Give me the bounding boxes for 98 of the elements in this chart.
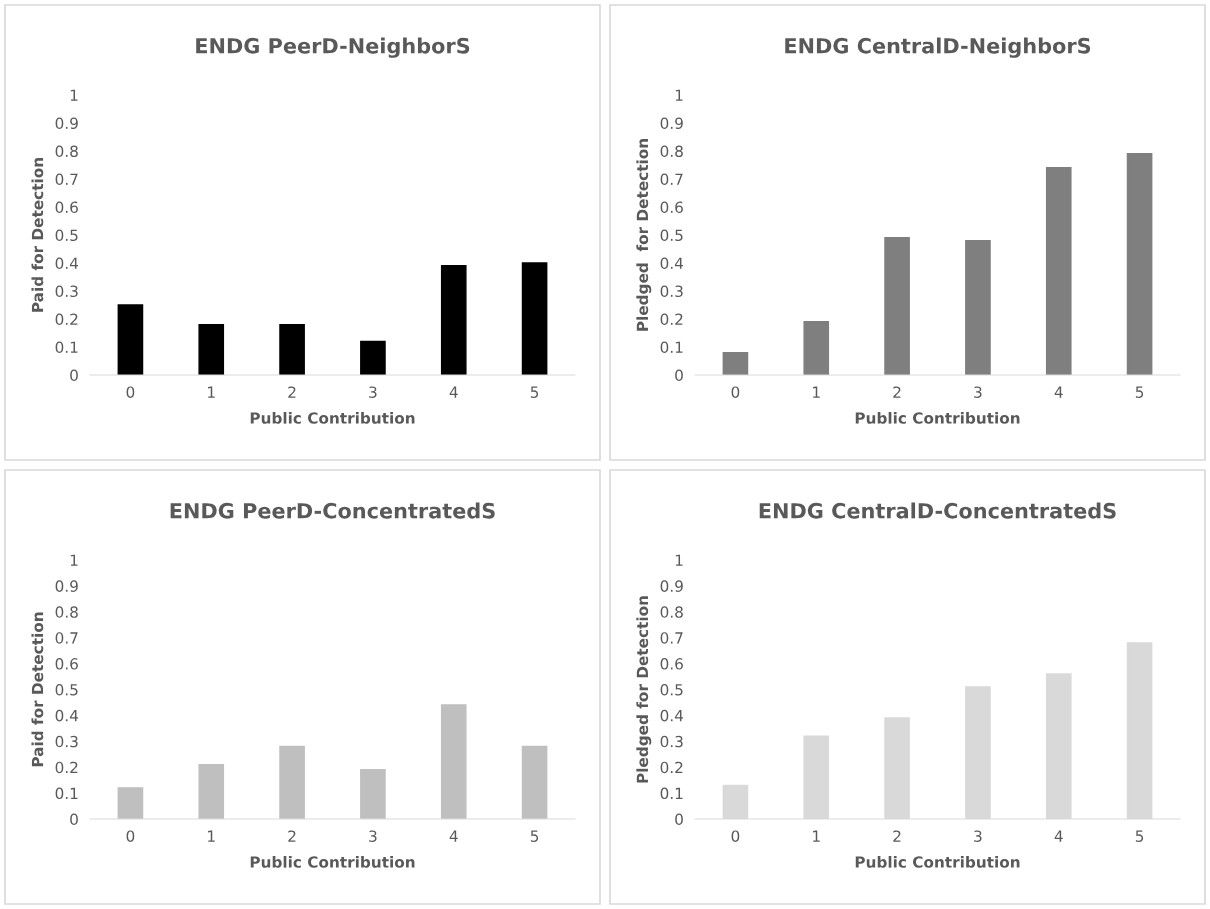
y-tick-label: 0.1 bbox=[55, 341, 78, 354]
x-tick-label: 0 bbox=[126, 386, 135, 398]
y-tick-label: 0.7 bbox=[660, 173, 683, 186]
y-tick-label: 0.6 bbox=[55, 201, 78, 214]
x-tick-label: 0 bbox=[731, 830, 740, 842]
x-axis-title: Public Contribution bbox=[250, 412, 415, 424]
y-tick-label: 0.8 bbox=[55, 606, 78, 618]
bar bbox=[117, 787, 144, 819]
x-tick-label: 0 bbox=[731, 386, 740, 398]
chart-title: ENDG CentralD-ConcentratedS bbox=[759, 502, 1116, 519]
y-tick-label: 0.3 bbox=[660, 735, 683, 748]
bar bbox=[521, 262, 548, 375]
x-tick-label: 2 bbox=[893, 830, 901, 842]
y-tick-label: 0.4 bbox=[660, 257, 684, 270]
x-axis-title: Public Contribution bbox=[250, 856, 415, 868]
y-tick-label: 0 bbox=[70, 369, 78, 382]
bar bbox=[279, 323, 305, 375]
y-tick-label: 0.5 bbox=[55, 229, 78, 242]
y-tick-label: 0.2 bbox=[55, 761, 78, 774]
y-tick-label: 0.1 bbox=[660, 787, 683, 800]
y-tick-label: 0.6 bbox=[55, 658, 78, 670]
y-tick-label: 0.6 bbox=[660, 658, 683, 670]
y-tick-label: 1 bbox=[675, 554, 683, 566]
y-tick-label: 0.9 bbox=[55, 117, 78, 130]
x-tick-label: 5 bbox=[1135, 386, 1144, 398]
x-tick-label: 3 bbox=[369, 386, 377, 398]
bar bbox=[965, 239, 991, 375]
y-tick-label: 1 bbox=[675, 89, 683, 101]
y-tick-label: 0 bbox=[675, 369, 683, 382]
x-tick-label: 0 bbox=[126, 830, 135, 842]
bar bbox=[803, 321, 830, 375]
x-tick-label: 1 bbox=[813, 386, 820, 398]
y-tick-label: 1 bbox=[70, 554, 78, 566]
x-tick-label: 3 bbox=[974, 830, 982, 842]
y-tick-label: 0.3 bbox=[55, 285, 78, 298]
y-tick-label: 0.7 bbox=[55, 173, 78, 186]
y-axis-title: Paid for Detection bbox=[31, 158, 44, 312]
x-tick-label: 4 bbox=[1054, 386, 1063, 398]
x-tick-label: 5 bbox=[530, 830, 539, 842]
y-tick-label: 0.5 bbox=[660, 683, 683, 696]
y-tick-label: 0.2 bbox=[660, 313, 683, 326]
y-tick-label: 0.9 bbox=[660, 580, 683, 592]
y-tick-label: 0.5 bbox=[660, 229, 683, 242]
bar bbox=[1045, 167, 1072, 375]
bar bbox=[1126, 153, 1153, 375]
bar bbox=[279, 745, 305, 819]
y-tick-label: 0.4 bbox=[660, 709, 684, 722]
x-tick-label: 3 bbox=[974, 386, 982, 398]
x-tick-label: 4 bbox=[1054, 830, 1063, 842]
y-tick-label: 0.8 bbox=[660, 606, 683, 618]
x-tick-label: 2 bbox=[893, 386, 901, 398]
y-axis-title: Pledged for Detection bbox=[636, 139, 652, 331]
y-tick-label: 0.3 bbox=[660, 285, 683, 298]
y-tick-label: 0.6 bbox=[660, 201, 683, 214]
y-tick-label: 0.9 bbox=[55, 580, 78, 592]
chart-title: ENDG PeerD-ConcentratedS bbox=[170, 502, 495, 519]
y-tick-label: 0.7 bbox=[660, 632, 683, 644]
y-tick-label: 0.4 bbox=[55, 709, 79, 722]
y-tick-label: 0.2 bbox=[55, 313, 78, 326]
y-axis-title: Pledged for Detection bbox=[636, 596, 652, 783]
y-tick-label: 0.7 bbox=[55, 632, 78, 644]
x-tick-label: 3 bbox=[369, 830, 377, 842]
y-tick-label: 0.1 bbox=[660, 341, 683, 354]
bar bbox=[440, 704, 467, 819]
x-tick-label: 1 bbox=[813, 830, 820, 842]
chart-title: ENDG CentralD-NeighborS bbox=[785, 37, 1091, 58]
bar bbox=[198, 763, 225, 819]
bar bbox=[360, 769, 386, 819]
bar bbox=[360, 340, 386, 375]
x-tick-label: 2 bbox=[288, 386, 296, 398]
x-axis-title: Public Contribution bbox=[855, 856, 1020, 868]
x-tick-label: 1 bbox=[208, 830, 215, 842]
x-tick-label: 4 bbox=[449, 386, 458, 398]
x-tick-label: 2 bbox=[288, 830, 296, 842]
bar bbox=[198, 323, 225, 375]
y-tick-label: 0.8 bbox=[660, 145, 683, 158]
y-tick-label: 0.5 bbox=[55, 683, 78, 696]
x-tick-label: 4 bbox=[449, 830, 458, 842]
bar bbox=[440, 265, 467, 375]
bar bbox=[884, 237, 910, 375]
x-tick-label: 1 bbox=[208, 386, 215, 398]
x-tick-label: 5 bbox=[1135, 830, 1144, 842]
chart-title: ENDG PeerD-NeighborS bbox=[196, 37, 470, 58]
y-tick-label: 1 bbox=[70, 89, 78, 101]
y-tick-label: 0.8 bbox=[55, 145, 78, 158]
y-tick-label: 0 bbox=[675, 813, 683, 826]
bar bbox=[521, 745, 548, 819]
x-tick-label: 5 bbox=[530, 386, 539, 398]
y-tick-label: 0.2 bbox=[660, 761, 683, 774]
y-axis-title: Paid for Detection bbox=[31, 612, 44, 767]
y-tick-label: 0.9 bbox=[660, 117, 683, 130]
y-tick-label: 0 bbox=[70, 813, 78, 826]
y-tick-label: 0.4 bbox=[55, 257, 79, 270]
bar bbox=[117, 304, 144, 375]
x-axis-title: Public Contribution bbox=[855, 412, 1020, 424]
bar bbox=[722, 351, 749, 375]
y-tick-label: 0.1 bbox=[55, 787, 78, 800]
y-tick-label: 0.3 bbox=[55, 735, 78, 748]
